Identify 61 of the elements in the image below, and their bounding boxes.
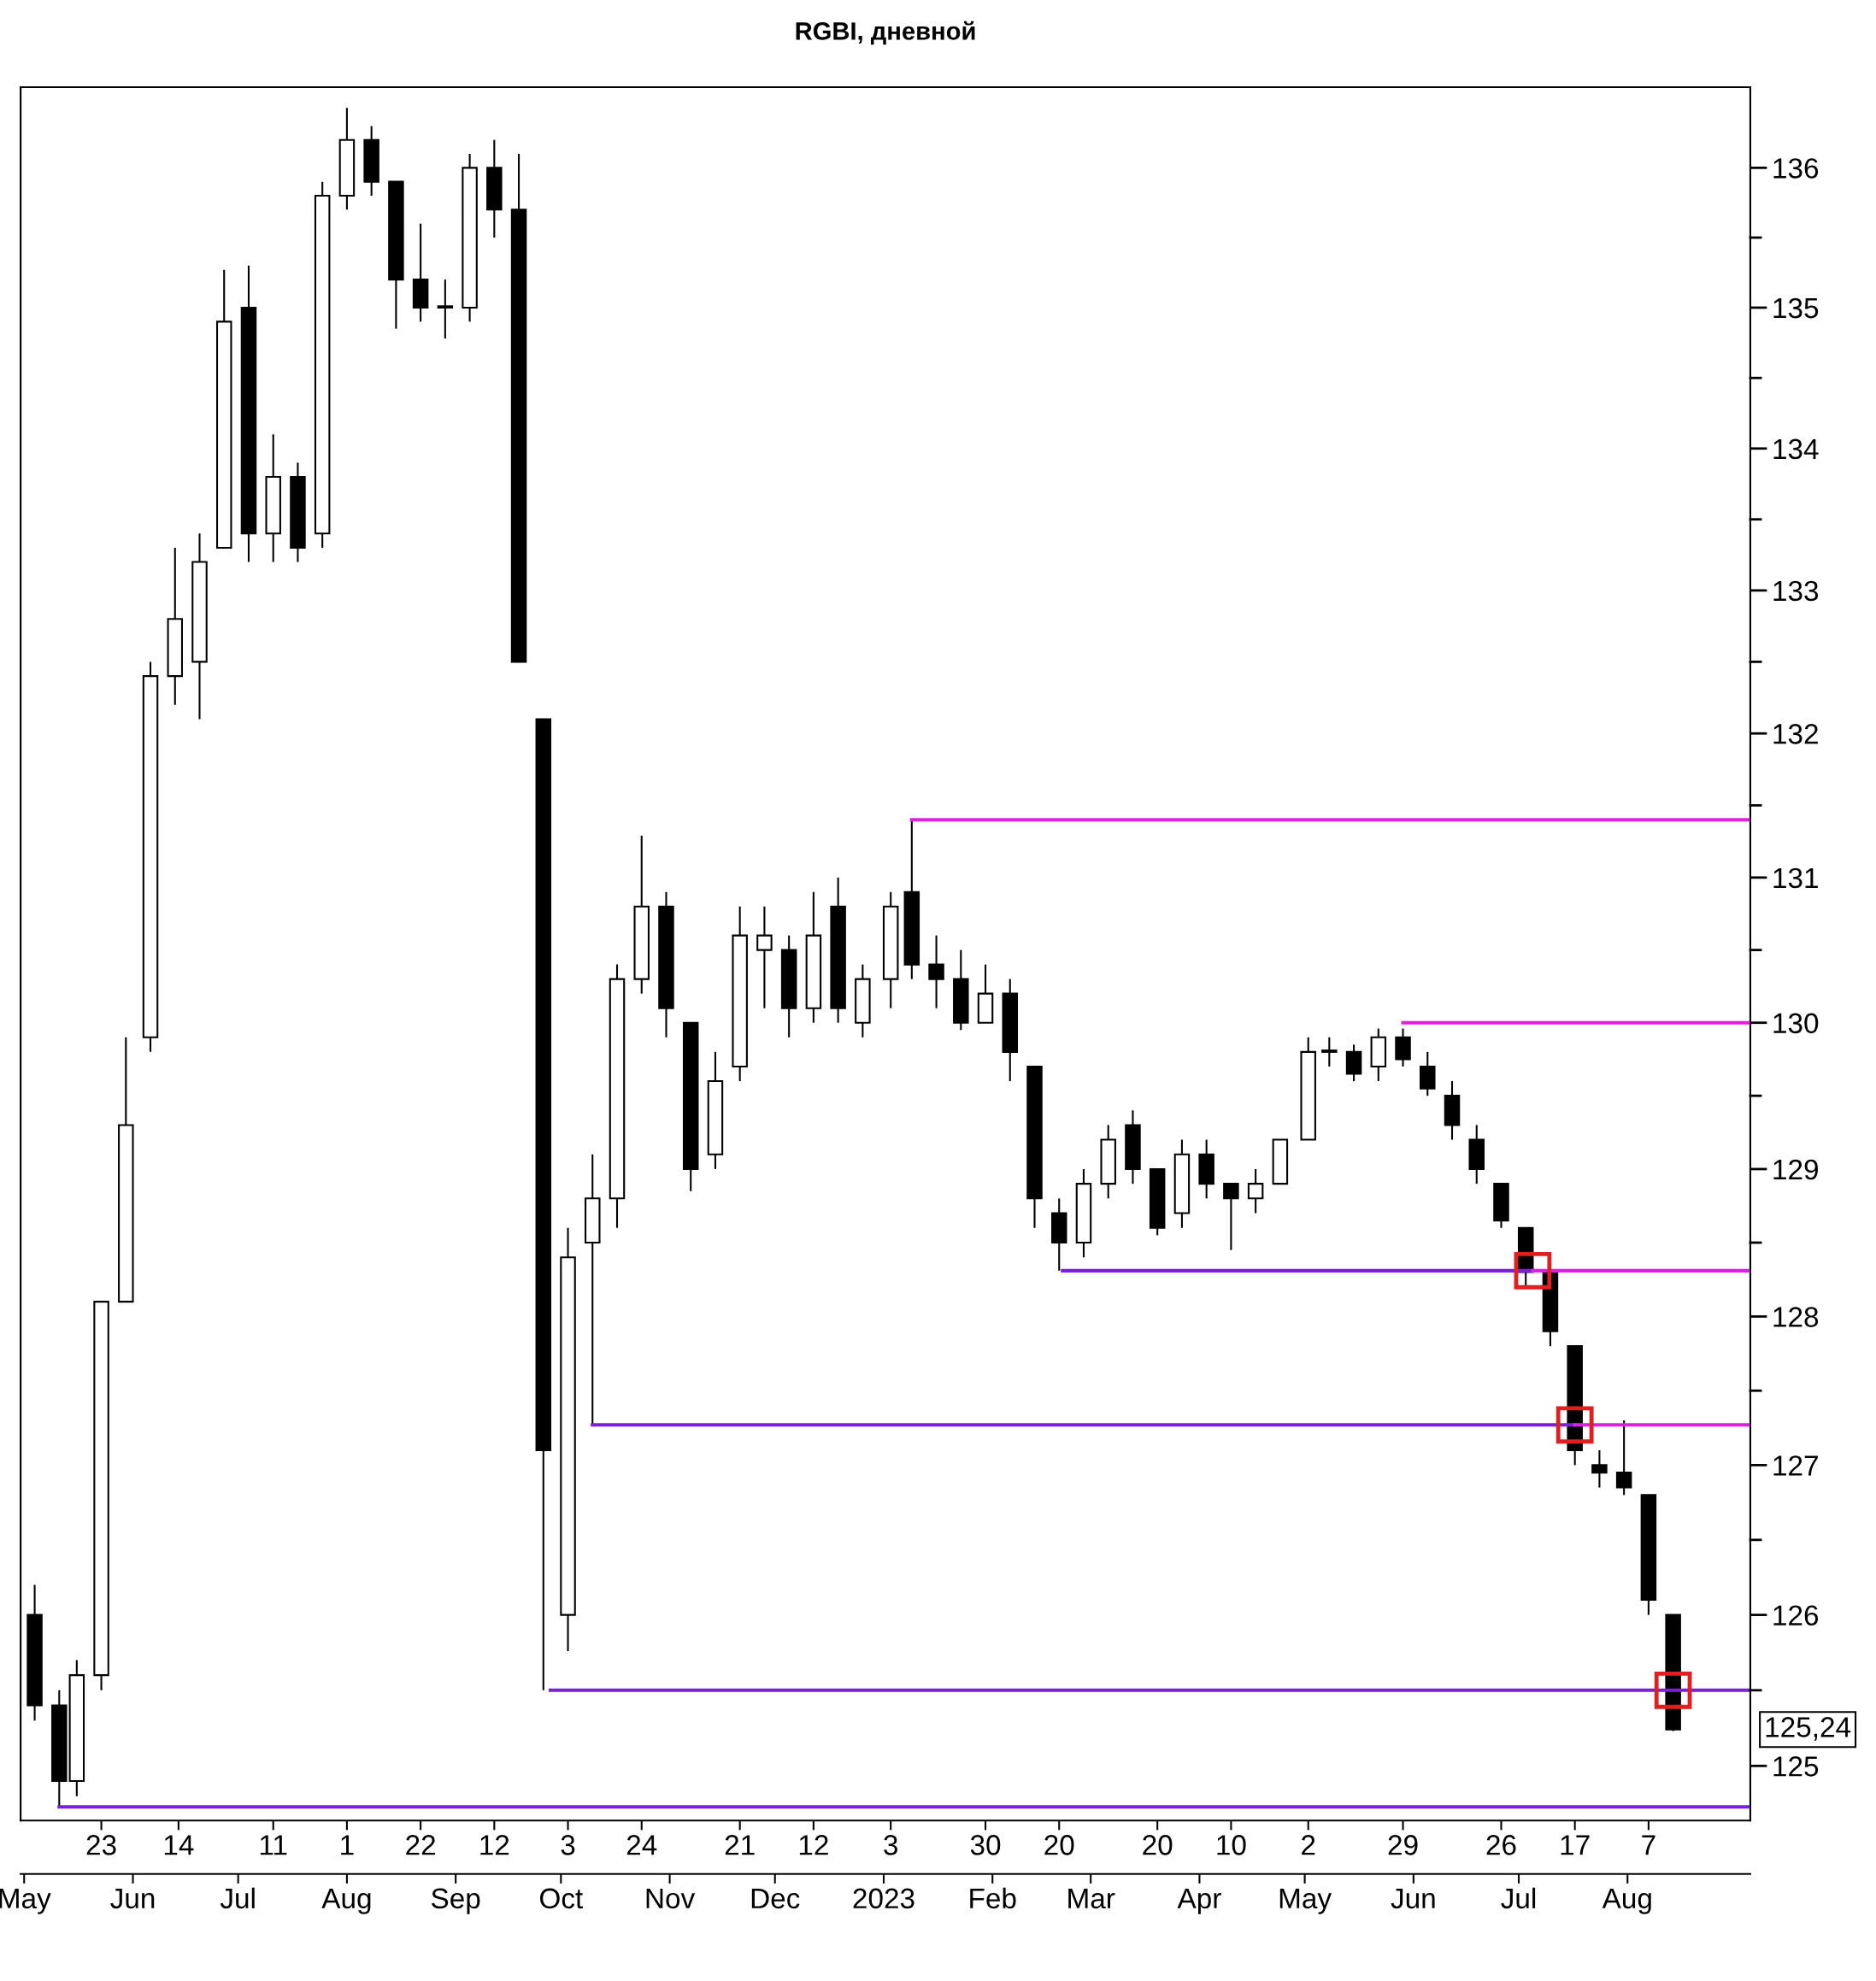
y-tick-label: 131: [1773, 867, 1818, 889]
x-tick-label: 11: [260, 1835, 287, 1855]
x-tick-label: 7: [1642, 1835, 1655, 1855]
x-tick-label: 12: [480, 1835, 509, 1855]
x-tick-label: 23: [86, 1835, 116, 1855]
candlestick: [1247, 1167, 1264, 1214]
x2-tick-label: May: [0, 1888, 51, 1914]
x-tick-label: 1: [341, 1835, 354, 1855]
x-tick-label: 20: [1143, 1835, 1173, 1855]
x2-tick-label: Aug: [321, 1888, 371, 1914]
x-tick-label: 3: [884, 1835, 897, 1855]
x2-tick-label: Apr: [1177, 1888, 1221, 1914]
candlestick: [1591, 1449, 1608, 1489]
x2-tick-label: Mar: [1068, 1888, 1115, 1909]
x2-tick-label: Jun: [1391, 1888, 1435, 1909]
x2-tick-label: Feb: [970, 1887, 1016, 1909]
y-tick-label: 125: [1773, 1756, 1819, 1777]
chart-title: RGBI, дневной: [796, 21, 975, 45]
x-tick-label: 24: [626, 1835, 657, 1855]
point: [1555, 1406, 1594, 1444]
x-tick-label: 2: [1302, 1835, 1315, 1855]
x-tick-label: 3: [561, 1835, 575, 1855]
x2-tick-label: Nov: [646, 1888, 696, 1909]
y-tick-label: 129: [1773, 1159, 1818, 1180]
candlestick: [1321, 1036, 1338, 1067]
x-tick-label: 29: [1388, 1835, 1418, 1855]
text: 125,24: [1766, 1717, 1851, 1741]
x2-tick-label: May: [1279, 1888, 1332, 1914]
x2-tick-label: 2023: [853, 1888, 914, 1909]
candlestick: [1615, 1420, 1632, 1496]
y-tick-label: 136: [1773, 158, 1819, 179]
y-tick-label: 130: [1773, 1013, 1819, 1034]
y-tick-label: 133: [1773, 580, 1819, 602]
x-tick-label: 26: [1486, 1835, 1516, 1855]
x-tick-label: 20: [1044, 1835, 1074, 1855]
x-tick-label: 10: [1217, 1835, 1246, 1855]
x-tick-label: 12: [799, 1835, 828, 1855]
candlestick: [437, 279, 454, 340]
candlestick: [928, 934, 944, 1009]
point: [1514, 1251, 1552, 1290]
x2-tick-label: Jun: [110, 1888, 155, 1909]
x-tick-label: 14: [164, 1835, 194, 1855]
y-tick-label: 134: [1773, 438, 1819, 460]
x2-tick-label: Sep: [432, 1888, 480, 1914]
y-tick-label: 135: [1773, 297, 1819, 319]
y-tick-label: 128: [1773, 1307, 1819, 1327]
point: [1654, 1671, 1692, 1709]
x2-tick-label: Dec: [751, 1888, 800, 1909]
x2-tick-label: Jul: [220, 1887, 255, 1909]
x2-tick-label: Oct: [539, 1888, 584, 1909]
candlestick: [756, 905, 773, 1009]
x-tick-label: 17: [1561, 1835, 1590, 1855]
x2-tick-label: Jul: [1501, 1887, 1536, 1909]
y-tick-label: 132: [1773, 724, 1818, 744]
candlestick: [1223, 1183, 1239, 1251]
y-tick-label: 127: [1773, 1455, 1818, 1476]
x-tick-label: 21: [725, 1835, 755, 1855]
y-tick-label: 126: [1773, 1605, 1819, 1626]
x-tick-label: 30: [970, 1835, 1001, 1855]
x2-tick-label: Aug: [1602, 1888, 1651, 1914]
x-tick-label: 22: [406, 1835, 435, 1855]
